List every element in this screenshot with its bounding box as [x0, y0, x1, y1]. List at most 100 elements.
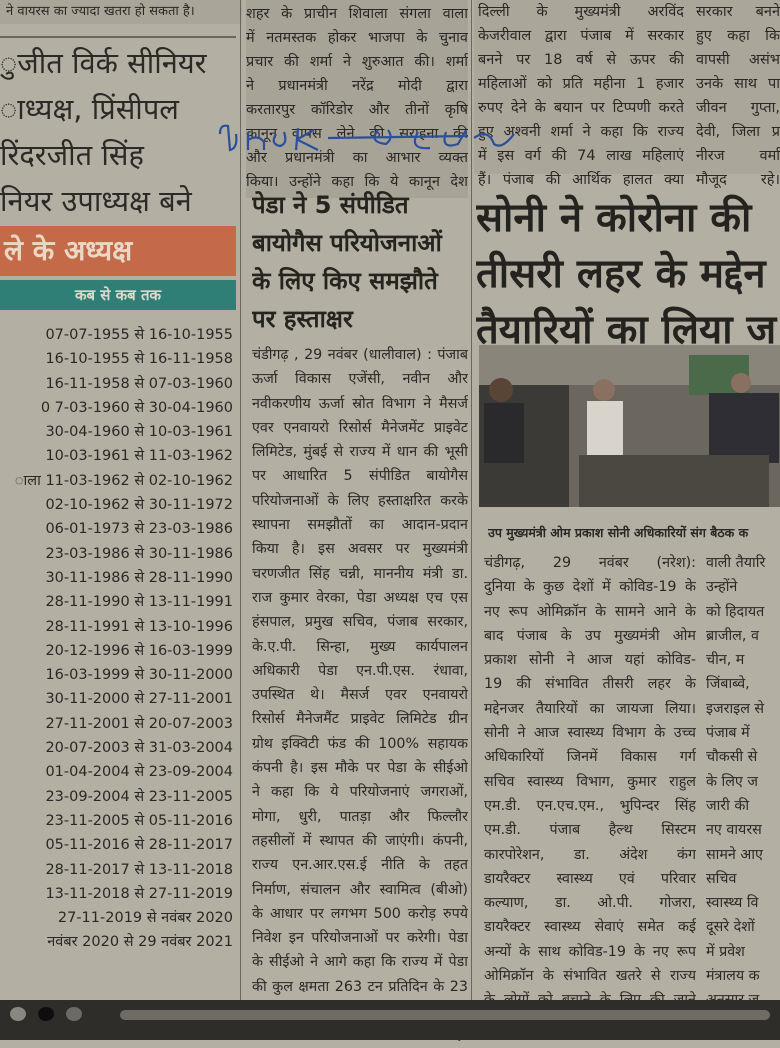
text-line: 07-07-1955 से 16-10-1955 [45, 327, 233, 343]
text-line: 23-11-2005 से 05-11-2016 [45, 812, 233, 829]
right-top-col1: दिल्ली के मुख्यमंत्री अरविंद केजरीवाल द्व… [478, 0, 684, 192]
peda-headline: पेडा ने 5 संपीडित बायोगैस परियोजनाओं के लि… [252, 186, 470, 338]
text-line: चीन, म [706, 652, 745, 669]
text-line: 30-11-2000 से 27-11-2001 [45, 691, 233, 708]
column-divider [471, 0, 472, 1000]
text-line: नवंबर 2020 से 29 नवंबर 2021 [47, 934, 233, 951]
text-line: सोनी ने आज स्वास्थ्य विभाग के उच्च [484, 725, 696, 742]
soni-article-col2: वाली तैयारि उन्होंने को हिदायत ब्राजील, व च… [706, 551, 780, 1013]
decorative-dot [38, 1007, 54, 1021]
text-line: 28-11-1990 से 13-11-1991 [45, 594, 233, 611]
text-line: ग्रोथ इक्विटी फंड की 100% सहायक [252, 735, 468, 752]
text-line: जीवन गुप्ता, [696, 100, 780, 116]
text-line: ाध्यक्ष, प्रिंसीपल [0, 92, 179, 126]
text-line: 30-11-1986 से 28-11-1990 [45, 569, 233, 586]
presidents-banner: ले के अध्यक्ष [0, 226, 236, 276]
text-line: राज्य एन.आर.एस.ई नीति के तहत [252, 857, 468, 874]
top-left-snippet: ने वायरस का ज्यादा खतरा हो सकता है। [0, 0, 242, 24]
text-line: इजराइल से [706, 700, 765, 717]
text-line: अन्यों के साथ कोविड-19 के नए रूप [484, 943, 696, 960]
text-line: महिलाओं को प्रति महीना 1 हजार [478, 76, 684, 92]
text-line: 23-09-2004 से 23-11-2005 [45, 788, 233, 805]
middle-top-article: शहर के प्राचीन शिवाला संगला वाला में नतमस… [246, 0, 468, 198]
text-line: 23-03-1986 से 30-11-1986 [45, 545, 233, 562]
text-line: 20-07-2003 से 31-03-2004 [45, 740, 233, 757]
text-line: तीसरी लहर के मद्देन [476, 251, 766, 297]
text-line: मंत्रालय क [706, 968, 760, 985]
text-line: अधिकारी पेडा एन.पी.एस. रंधावा, [252, 662, 468, 679]
text-line: को हिदायत [706, 603, 765, 620]
text-line: मद्देनजर तैयारियों का जायजा लिया। [484, 700, 696, 717]
text-line: वापसी असंभ [696, 52, 780, 68]
text-line: बाद पंजाब के उप मुख्यमंत्री ओम [484, 627, 696, 644]
text-line: 16-11-1958 से 07-03-1960 [45, 375, 233, 392]
text-line: के आधार पर लगभग 500 करोड़ रुपये [252, 905, 468, 922]
text-line: हुए कहा कि [696, 28, 780, 44]
text-line: कंपनी है। इस मौके पर पेडा के सीईओ [252, 760, 468, 777]
text-line: हैं। पंजाब की आर्थिक हालत क्या [478, 172, 684, 188]
text-line: मोगा, धुरी, पातड़ा और फिल्लौर [252, 808, 468, 825]
tenure-subbanner: कब से कब तक [0, 280, 236, 310]
text-line: प्रचार की शर्मा ने शुरुआत की। शर्मा [246, 54, 468, 70]
text-line: स्वास्थ्य वि [706, 895, 759, 912]
text-line: एम.डी. एन.एच.एम., भुपिन्दर सिंह [484, 797, 696, 814]
text-line: ुजीत विर्क सीनियर [0, 46, 207, 80]
text-line: 0 7-03-1960 से 30-04-1960 [40, 399, 233, 416]
text-line: उनके साथ पा [696, 76, 780, 92]
tenure-date-list: 07-07-1955 से 16-10-1955 16-10-1955 से 16… [0, 323, 236, 955]
text-line: 28-11-2017 से 13-11-2018 [45, 861, 233, 878]
text-line: पर हस्ताक्षर [252, 305, 353, 333]
peda-article-body: चंडीगढ़ , 29 नवंबर (धालीवाल) : पंजाब ऊर्ज… [252, 343, 468, 1048]
text-line: एवर एनवायरो रिसोर्स मैनेजमेंट प्राइवेट [252, 419, 468, 436]
text-line: किया। उन्होंने कहा कि ये कानून देश [246, 174, 468, 190]
text-line: ओमिक्रॉन के संभावित खतरे से राज्य [484, 968, 696, 985]
left-headline: ुजीत विर्क सीनियराध्यक्ष, प्रिंसीपल रिंदर… [0, 40, 236, 224]
text-line: 10-03-1961 से 11-03-1962 [45, 448, 233, 465]
text-line: 27-11-2019 से नवंबर 2020 [57, 910, 233, 927]
text-line: 01-04-2004 से 23-09-2004 [45, 764, 233, 781]
text-line: उन्होंने [706, 579, 738, 596]
text-line: 02-10-1962 से 30-11-1972 [45, 497, 233, 514]
text-line: चरणजीत सिंह चन्नी, माननीय मंत्री डा. [252, 565, 468, 582]
text-line: दुनिया के कुछ देशों में कोविड-19 के [484, 579, 696, 596]
text-line: केजरीवाल द्वारा पंजाब में सरकार [478, 28, 684, 44]
text-line: में इस वर्ग की 74 लाख महिलाएं [478, 148, 684, 164]
text-line: दूसरे देशों [706, 919, 755, 936]
text-line: के.ए.पी. सिन्हा, मुख्य कार्यपालन [252, 638, 468, 655]
text-line: लिमिटेड, मुंबई से राज्य में धान की भूसी [252, 444, 468, 461]
text-line: 16-03-1999 से 30-11-2000 [45, 667, 233, 684]
handwritten-signature [218, 124, 515, 152]
text-line: सामने आए [706, 846, 763, 863]
text-line: पर आधारित 5 संपीडित बायोगैस [252, 468, 468, 485]
text-line: हंसपाल, प्रमुख सचिव, पंजाब सरकार, [252, 614, 468, 631]
text-line: नए वायरस [706, 822, 762, 839]
text-line: 27-11-2001 से 20-07-2003 [45, 715, 233, 732]
text-line: डायरैक्टर स्वास्थ्य सेवाएं समेत कई [484, 919, 696, 936]
column-divider [240, 0, 241, 1000]
text-line: करतारपुर कॉरिडोर और तीनों कृषि [246, 102, 468, 118]
text-line: परियोजनाओं के लिए हस्ताक्षरित करके [252, 492, 468, 509]
text-line: कल्याण, डा. ओ.पी. गोजरा, [484, 895, 696, 912]
right-top-article: दिल्ली के मुख्यमंत्री अरविंद केजरीवाल द्व… [474, 0, 780, 188]
text-line: 06-01-1973 से 23-03-1986 [45, 521, 233, 538]
text-line: जारी की [706, 797, 750, 814]
text-line: 28-11-1991 से 13-10-1996 [45, 618, 233, 635]
text-line: निर्माण, संचालन और स्वामित्व (बीओ) [252, 881, 468, 898]
text-line: अधिकारियों जिनमें विकास गर्ग [484, 749, 696, 766]
divider [0, 36, 236, 38]
text-line: प्रकाश सोनी ने आज यहां कोविड- [484, 652, 696, 669]
bottom-edge [0, 1000, 780, 1040]
text-line: नवीकरणीय ऊर्जा स्रोत विभाग ने मैसर्ज [252, 395, 468, 412]
text-line: किया है। इस अवसर पर मुख्यमंत्री [252, 541, 468, 558]
text-line: ब्राजील, व [706, 627, 759, 644]
text-line: दिल्ली के मुख्यमंत्री अरविंद [478, 4, 684, 20]
text-line: 05-11-2016 से 28-11-2017 [45, 837, 233, 854]
text-line: के लिए किए समझौते [252, 267, 438, 295]
text-line: में नतमस्तक होकर भाजपा के चुनाव [246, 30, 468, 46]
text-line: सचिव स्वास्थ्य विभाग, कुमार राहुल [484, 773, 696, 790]
text-line: सचिव [706, 870, 737, 887]
text-line: 16-10-1955 से 16-11-1958 [45, 351, 233, 368]
text-line: तहसीलों में स्थापत की जाएंगी। कंपनी, [252, 832, 468, 849]
text-line: चौकसी से [706, 749, 758, 766]
text-line: नियर उपाध्यक्ष बने [0, 184, 192, 218]
